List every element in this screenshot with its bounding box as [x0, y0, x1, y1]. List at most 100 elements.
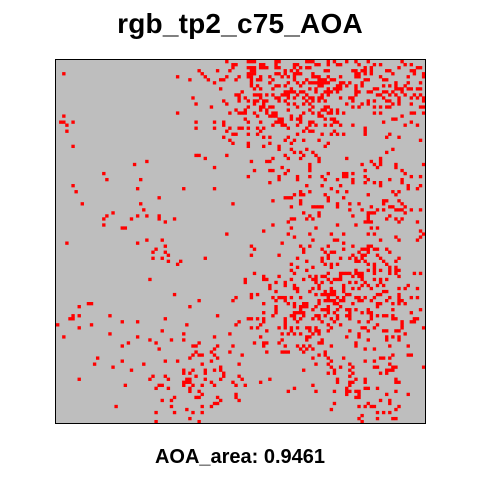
outside-aoa-cell: [418, 235, 423, 239]
outside-aoa-cell: [375, 165, 380, 170]
outside-aoa-cell: [283, 99, 287, 103]
outside-aoa-cell: [65, 241, 69, 245]
outside-aoa-cell: [129, 217, 134, 221]
outside-aoa-cell: [329, 359, 334, 363]
outside-aoa-cell: [222, 374, 226, 378]
outside-aoa-cell: [302, 350, 306, 354]
outside-aoa-cell: [363, 78, 367, 82]
outside-aoa-cell: [357, 392, 361, 397]
outside-aoa-cell: [258, 63, 263, 67]
outside-aoa-cell: [252, 69, 257, 73]
outside-aoa-cell: [135, 320, 140, 324]
outside-aoa-cell: [412, 320, 417, 324]
outside-aoa-cell: [305, 338, 309, 342]
outside-aoa-cell: [326, 271, 330, 276]
outside-aoa-cell: [415, 295, 420, 300]
outside-aoa-cell: [378, 159, 383, 164]
outside-aoa-cell: [394, 81, 398, 85]
outside-aoa-cell: [415, 317, 420, 321]
outside-aoa-cell: [188, 78, 192, 82]
outside-aoa-cell: [62, 335, 66, 339]
outside-aoa-cell: [283, 72, 287, 76]
outside-aoa-cell: [397, 298, 401, 303]
outside-aoa-cell: [385, 78, 389, 82]
outside-aoa-cell: [234, 132, 238, 136]
outside-aoa-cell: [255, 326, 260, 330]
outside-aoa-cell: [406, 87, 410, 91]
outside-aoa-cell: [302, 305, 306, 309]
outside-aoa-cell: [360, 298, 364, 303]
outside-aoa-cell: [286, 168, 291, 173]
outside-aoa-cell: [314, 90, 318, 94]
outside-aoa-cell: [311, 99, 315, 103]
outside-aoa-cell: [268, 114, 272, 118]
outside-aoa-cell: [283, 317, 287, 321]
outside-aoa-cell: [212, 401, 217, 406]
outside-aoa-cell: [252, 87, 257, 91]
outside-aoa-cell: [255, 132, 260, 136]
outside-aoa-cell: [292, 311, 297, 315]
outside-aoa-cell: [154, 386, 158, 391]
outside-aoa-cell: [360, 84, 364, 88]
outside-aoa-cell: [403, 286, 407, 291]
outside-aoa-cell: [154, 419, 158, 424]
outside-aoa-cell: [351, 96, 355, 100]
outside-aoa-cell: [179, 259, 183, 263]
outside-aoa-cell: [305, 305, 309, 309]
outside-aoa-cell: [375, 247, 380, 251]
outside-aoa-cell: [348, 208, 352, 212]
outside-aoa-cell: [298, 244, 303, 248]
outside-aoa-cell: [326, 171, 330, 176]
outside-aoa-cell: [320, 280, 324, 285]
outside-aoa-cell: [271, 111, 275, 115]
outside-aoa-cell: [391, 90, 395, 94]
outside-aoa-cell: [314, 226, 318, 230]
outside-aoa-cell: [197, 69, 201, 73]
outside-aoa-cell: [329, 298, 334, 303]
outside-aoa-cell: [369, 298, 374, 303]
outside-aoa-cell: [268, 181, 272, 185]
outside-aoa-cell: [363, 359, 367, 363]
outside-aoa-cell: [314, 277, 318, 282]
outside-aoa-cell: [286, 75, 291, 79]
outside-aoa-cell: [274, 120, 278, 124]
outside-aoa-cell: [409, 63, 414, 67]
outside-aoa-cell: [237, 96, 241, 100]
outside-aoa-cell: [212, 347, 217, 351]
outside-aoa-cell: [222, 78, 226, 82]
outside-aoa-cell: [65, 129, 69, 133]
outside-aoa-cell: [394, 416, 398, 421]
outside-aoa-cell: [191, 383, 195, 387]
outside-aoa-cell: [320, 174, 324, 179]
outside-aoa-cell: [209, 380, 214, 384]
outside-aoa-cell: [154, 410, 158, 415]
outside-aoa-cell: [255, 84, 260, 88]
outside-aoa-cell: [92, 362, 97, 366]
outside-aoa-cell: [351, 177, 355, 182]
outside-aoa-cell: [351, 244, 355, 248]
outside-aoa-cell: [323, 81, 327, 85]
outside-aoa-cell: [295, 72, 300, 76]
outside-aoa-cell: [320, 96, 324, 100]
outside-aoa-cell: [295, 123, 300, 127]
outside-aoa-cell: [302, 368, 306, 372]
outside-aoa-cell: [385, 338, 389, 342]
outside-aoa-cell: [403, 332, 407, 336]
outside-aoa-cell: [320, 256, 324, 260]
outside-aoa-cell: [375, 314, 380, 318]
outside-aoa-cell: [172, 410, 177, 415]
outside-aoa-cell: [286, 220, 291, 224]
outside-aoa-cell: [308, 123, 312, 127]
outside-aoa-cell: [194, 120, 198, 124]
outside-aoa-cell: [332, 60, 337, 64]
outside-aoa-cell: [308, 335, 312, 339]
outside-aoa-cell: [172, 292, 177, 297]
outside-aoa-cell: [378, 238, 383, 242]
outside-aoa-cell: [212, 165, 217, 170]
outside-aoa-cell: [295, 105, 300, 109]
outside-aoa-cell: [397, 329, 401, 333]
outside-aoa-cell: [323, 193, 327, 197]
outside-aoa-cell: [126, 341, 131, 345]
outside-aoa-cell: [252, 111, 257, 115]
outside-aoa-cell: [397, 302, 401, 306]
